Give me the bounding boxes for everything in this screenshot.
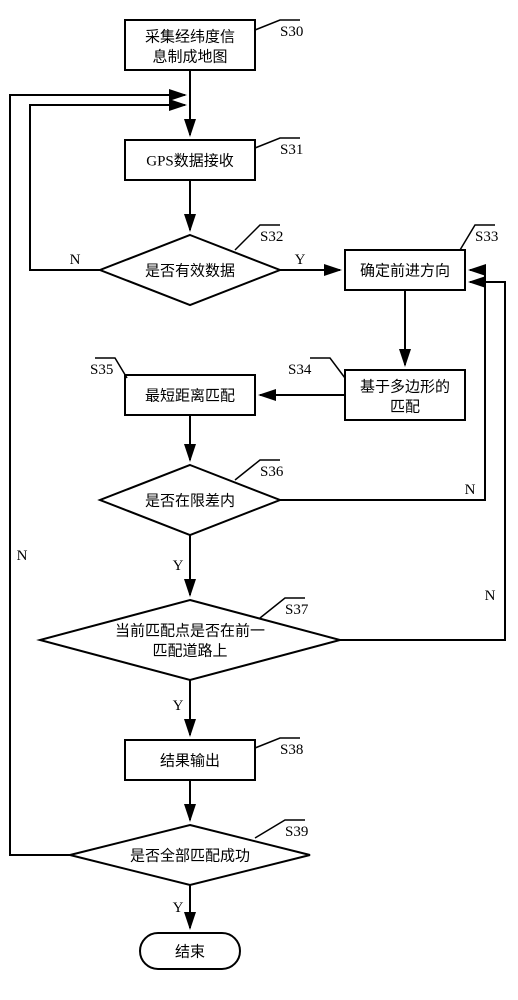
edge-s39-no: N — [17, 548, 28, 564]
node-end-text: 结束 — [175, 943, 205, 960]
node-s39-text: 是否全部匹配成功 — [130, 846, 250, 864]
edge-s39-yes: Y — [173, 900, 184, 916]
node-s38-text: 结果输出 — [160, 752, 220, 769]
label-s35: S35 — [90, 362, 113, 378]
edge-s37-yes: Y — [173, 698, 184, 714]
node-s37-text2: 匹配道路上 — [152, 642, 227, 659]
flowchart-svg: 采集经纬度信 息制成地图 S30 GPS数据接收 S31 是否有效数据 S32 … — [0, 0, 518, 1000]
node-s31-text: GPS数据接收 — [146, 152, 234, 169]
edge-s37-no: N — [485, 588, 496, 604]
node-s33-text: 确定前进方向 — [360, 262, 450, 279]
label-s34: S34 — [288, 362, 312, 378]
node-s36-text: 是否在限差内 — [145, 492, 235, 509]
node-s30-text1: 采集经纬度信 — [145, 28, 235, 45]
label-s33: S33 — [475, 229, 498, 245]
edge-s32-no: N — [70, 252, 81, 268]
label-s31: S31 — [280, 142, 303, 158]
node-s30-text2: 息制成地图 — [152, 48, 227, 65]
node-s37-text1: 当前匹配点是否在前一 — [115, 622, 265, 639]
label-s36: S36 — [260, 464, 284, 480]
label-s37: S37 — [285, 602, 309, 618]
node-s35-text: 最短距离匹配 — [145, 387, 235, 404]
node-s34-text2: 匹配 — [390, 398, 420, 415]
label-s30: S30 — [280, 24, 303, 40]
node-s34-text1: 基于多边形的 — [360, 378, 450, 395]
label-s38: S38 — [280, 742, 303, 758]
edge-s32-yes: Y — [295, 252, 306, 268]
label-s39: S39 — [285, 824, 308, 840]
node-s32-text: 是否有效数据 — [145, 262, 235, 279]
edge-s36-yes: Y — [173, 558, 184, 574]
label-s32: S32 — [260, 229, 283, 245]
edge-s36-no: N — [465, 482, 476, 498]
